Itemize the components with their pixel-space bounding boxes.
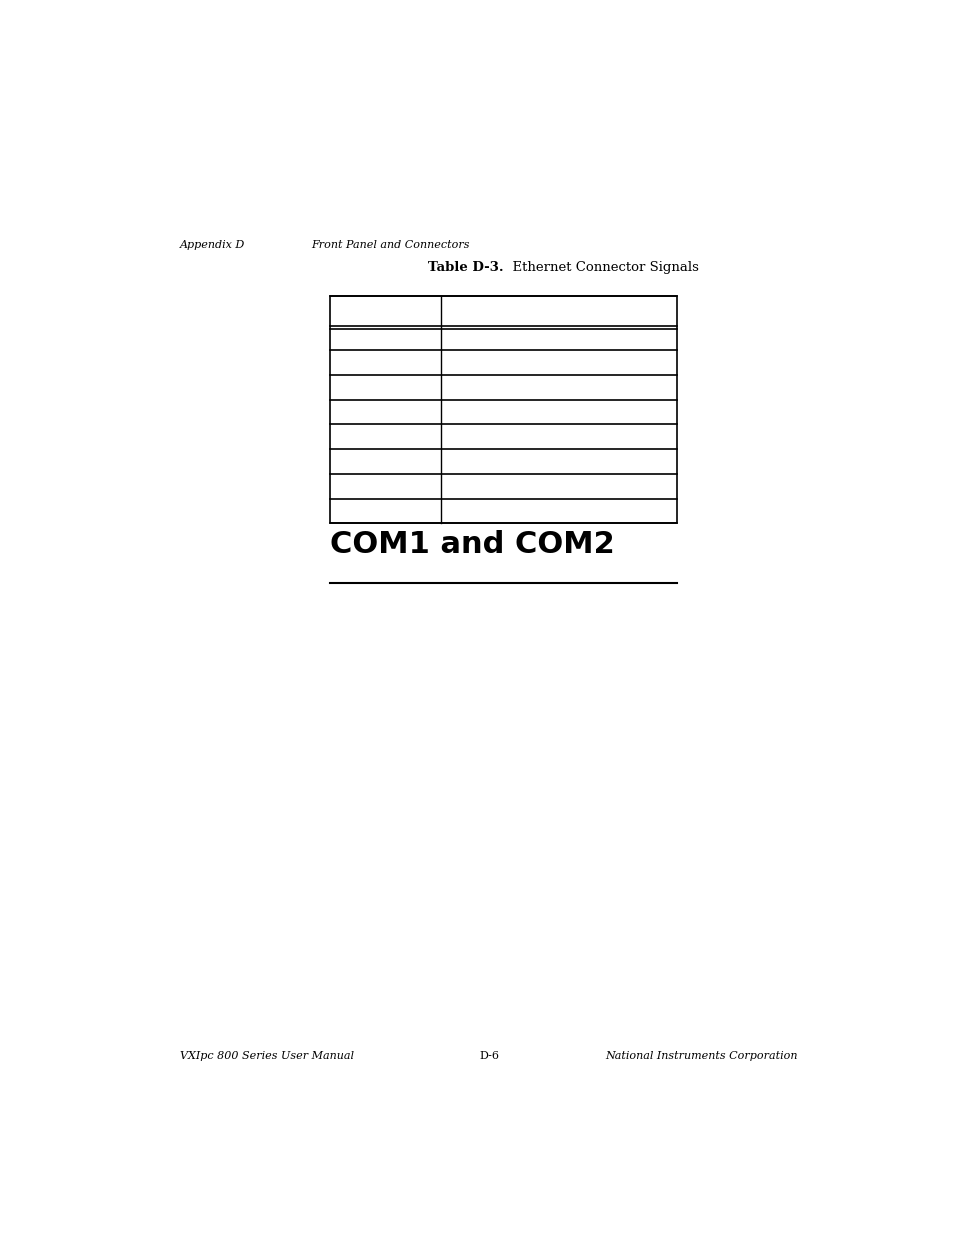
Text: D-6: D-6 xyxy=(478,1051,498,1061)
Text: Front Panel and Connectors: Front Panel and Connectors xyxy=(311,240,470,249)
Text: VXIpc 800 Series User Manual: VXIpc 800 Series User Manual xyxy=(180,1051,354,1061)
Text: Appendix D: Appendix D xyxy=(180,240,245,249)
Text: Table D-3.: Table D-3. xyxy=(428,261,503,274)
Bar xyxy=(330,295,677,524)
Text: Ethernet Connector Signals: Ethernet Connector Signals xyxy=(503,261,698,274)
Text: COM1 and COM2: COM1 and COM2 xyxy=(330,530,614,559)
Text: National Instruments Corporation: National Instruments Corporation xyxy=(605,1051,797,1061)
